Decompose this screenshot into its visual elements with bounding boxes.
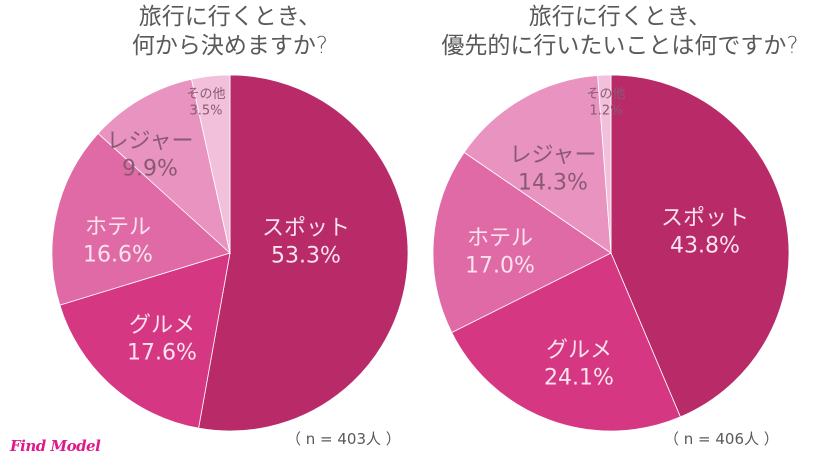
pie-slice <box>97 78 231 255</box>
slice-label: ホテル <box>467 226 533 251</box>
slice-label: スポット <box>262 216 350 241</box>
sample-size-note-1: （ n = 403人 ） <box>286 430 401 448</box>
slice-value-label: 24.1% <box>544 366 614 391</box>
chart-title-1-line-2: 何から決めますか? <box>131 33 329 59</box>
slice-value-label: 14.3% <box>518 171 588 196</box>
pie-slice <box>432 151 612 334</box>
pie-slice <box>451 252 681 432</box>
pie-slice <box>610 74 790 418</box>
chart-title-2-line-1: 旅行に行くとき、 <box>528 4 712 30</box>
pie-slice <box>59 252 231 429</box>
slice-value-label: 17.0% <box>465 254 535 279</box>
slice-label: スポット <box>661 206 749 231</box>
slice-label: グルメ <box>129 313 195 338</box>
slice-value-label: 3.5% <box>189 103 222 118</box>
slice-label: レジャー <box>107 129 194 154</box>
chart-title-2: 旅行に行くとき、 優先的に行いたいことは何ですか? <box>420 3 820 61</box>
slice-label: その他 <box>586 87 625 102</box>
slice-value-label: 53.3% <box>271 244 341 269</box>
pie-slice <box>597 74 612 254</box>
find-model-logo: Find Model <box>10 437 101 455</box>
pie-slice <box>191 74 231 254</box>
slice-label: その他 <box>186 87 225 102</box>
sample-size-note-2: （ n = 406人 ） <box>664 430 779 448</box>
chart-title-1-line-1: 旅行に行くとき、 <box>138 4 322 30</box>
slice-value-label: 1.2% <box>589 103 622 118</box>
slice-value-label: 16.6% <box>83 243 153 268</box>
slice-value-label: 17.6% <box>127 341 197 366</box>
pie-chart-2: スポット 43.8% グルメ 24.1% ホテル 17.0% レジャー 14.3% その他1.2… <box>432 74 790 432</box>
slice-label: ホテル <box>85 215 151 240</box>
pie-slice <box>463 75 612 254</box>
pie-slice <box>51 132 231 306</box>
chart-title-2-line-2: 優先的に行いたいことは何ですか? <box>441 33 799 59</box>
slice-value-label: 43.8% <box>670 234 740 259</box>
pie-slice <box>198 74 409 432</box>
slice-label: グルメ <box>546 338 612 363</box>
slice-label: レジャー <box>510 143 597 168</box>
chart-title-1: 旅行に行くとき、 何から決めますか? <box>60 3 400 61</box>
slice-value-label: 9.9% <box>122 157 178 182</box>
